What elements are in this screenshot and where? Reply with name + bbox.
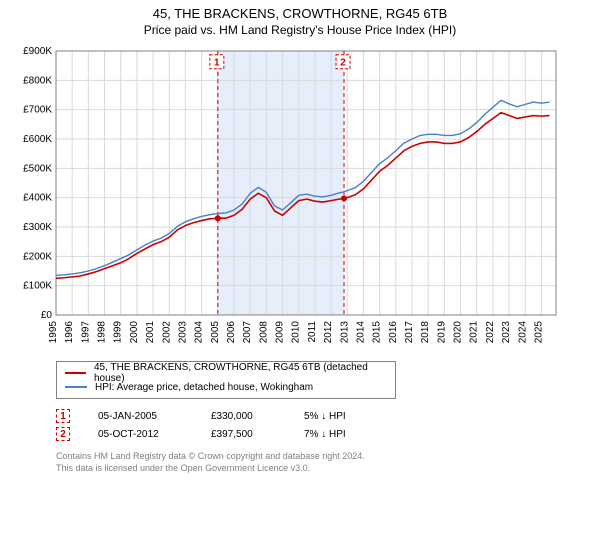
svg-text:1: 1 bbox=[214, 58, 220, 69]
chart-title: 45, THE BRACKENS, CROWTHORNE, RG45 6TB bbox=[10, 6, 590, 21]
sale-row: 2 05-OCT-2012 £397,500 7% ↓ HPI bbox=[56, 425, 590, 443]
svg-text:£600K: £600K bbox=[23, 134, 52, 145]
svg-text:1996: 1996 bbox=[64, 321, 75, 344]
sale-date: 05-OCT-2012 bbox=[98, 429, 183, 440]
attribution: Contains HM Land Registry data © Crown c… bbox=[56, 451, 590, 474]
svg-text:2013: 2013 bbox=[339, 321, 350, 344]
legend: 45, THE BRACKENS, CROWTHORNE, RG45 6TB (… bbox=[56, 361, 396, 399]
svg-text:1995: 1995 bbox=[48, 321, 59, 344]
svg-text:£900K: £900K bbox=[23, 46, 52, 57]
svg-text:2015: 2015 bbox=[372, 321, 383, 344]
svg-text:£800K: £800K bbox=[23, 75, 52, 86]
svg-text:2025: 2025 bbox=[533, 321, 544, 344]
legend-swatch bbox=[65, 386, 87, 388]
svg-text:2002: 2002 bbox=[161, 321, 172, 344]
line-chart-svg: £0 £100K £200K £300K £400K £500K £600K £700K £80… bbox=[10, 45, 570, 355]
chart-container: 45, THE BRACKENS, CROWTHORNE, RG45 6TB P… bbox=[0, 0, 600, 478]
attribution-line-1: Contains HM Land Registry data © Crown c… bbox=[56, 451, 590, 463]
svg-text:1997: 1997 bbox=[80, 321, 91, 344]
svg-text:2024: 2024 bbox=[517, 321, 528, 344]
svg-text:£100K: £100K bbox=[23, 281, 52, 292]
svg-text:2012: 2012 bbox=[323, 321, 334, 344]
sale-row: 1 05-JAN-2005 £330,000 5% ↓ HPI bbox=[56, 407, 590, 425]
svg-text:2010: 2010 bbox=[291, 321, 302, 344]
svg-text:2001: 2001 bbox=[145, 321, 156, 344]
svg-text:£700K: £700K bbox=[23, 105, 52, 116]
chart-area: £0 £100K £200K £300K £400K £500K £600K £700K £80… bbox=[10, 45, 590, 355]
svg-text:2023: 2023 bbox=[501, 321, 512, 344]
legend-row: 45, THE BRACKENS, CROWTHORNE, RG45 6TB (… bbox=[65, 366, 387, 380]
legend-swatch bbox=[65, 372, 86, 374]
svg-text:2020: 2020 bbox=[453, 321, 464, 344]
svg-text:2018: 2018 bbox=[420, 321, 431, 344]
svg-text:£500K: £500K bbox=[23, 163, 52, 174]
sale-diff: 5% ↓ HPI bbox=[304, 411, 384, 422]
svg-text:1998: 1998 bbox=[97, 321, 108, 344]
svg-text:2008: 2008 bbox=[258, 321, 269, 344]
chart-subtitle: Price paid vs. HM Land Registry's House … bbox=[10, 23, 590, 37]
svg-text:2006: 2006 bbox=[226, 321, 237, 344]
legend-label: HPI: Average price, detached house, Woki… bbox=[95, 382, 313, 393]
svg-text:£400K: £400K bbox=[23, 193, 52, 204]
sale-date: 05-JAN-2005 bbox=[98, 411, 183, 422]
sales-table: 1 05-JAN-2005 £330,000 5% ↓ HPI 2 05-OCT-2012… bbox=[56, 407, 590, 443]
svg-text:2017: 2017 bbox=[404, 321, 415, 344]
svg-text:2016: 2016 bbox=[388, 321, 399, 344]
sale-diff: 7% ↓ HPI bbox=[304, 429, 384, 440]
svg-text:2003: 2003 bbox=[177, 321, 188, 344]
attribution-line-2: This data is licensed under the Open Gov… bbox=[56, 463, 590, 475]
sale-price: £397,500 bbox=[211, 429, 276, 440]
svg-text:2022: 2022 bbox=[485, 321, 496, 344]
svg-text:2011: 2011 bbox=[307, 321, 318, 343]
svg-text:2: 2 bbox=[340, 58, 346, 69]
svg-text:2005: 2005 bbox=[210, 321, 221, 344]
sale-price: £330,000 bbox=[211, 411, 276, 422]
svg-text:2009: 2009 bbox=[275, 321, 286, 344]
sale-marker: 2 bbox=[56, 427, 70, 441]
svg-text:2007: 2007 bbox=[242, 321, 253, 344]
svg-text:2021: 2021 bbox=[469, 321, 480, 344]
svg-text:2014: 2014 bbox=[355, 321, 366, 344]
svg-text:2004: 2004 bbox=[194, 321, 205, 344]
svg-text:1999: 1999 bbox=[113, 321, 124, 344]
svg-text:£200K: £200K bbox=[23, 251, 52, 262]
svg-text:2000: 2000 bbox=[129, 321, 140, 344]
svg-text:2019: 2019 bbox=[436, 321, 447, 344]
svg-text:£0: £0 bbox=[41, 310, 53, 321]
sale-marker: 1 bbox=[56, 409, 70, 423]
svg-text:£300K: £300K bbox=[23, 222, 52, 233]
